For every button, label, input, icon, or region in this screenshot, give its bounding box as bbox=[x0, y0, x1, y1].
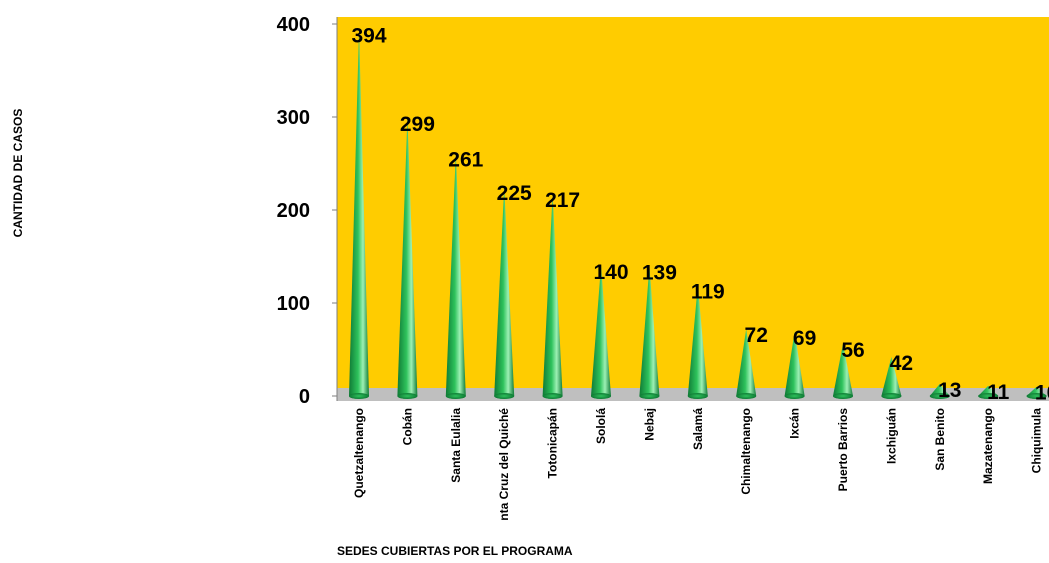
x-tick-label: Sololá bbox=[594, 408, 608, 444]
data-label: 42 bbox=[890, 352, 913, 375]
cone-base bbox=[542, 393, 563, 399]
x-axis: Quetzaltenango Cobán Santa Eulalia nta Cruz… bbox=[352, 408, 1044, 521]
x-tick-label: Chimaltenango bbox=[739, 408, 753, 495]
cone-body bbox=[445, 153, 466, 399]
bar bbox=[1026, 386, 1047, 399]
y-axis-title: CANTIDAD DE CASOS bbox=[11, 109, 25, 238]
cone-body bbox=[736, 329, 757, 399]
data-label: 13 bbox=[938, 379, 961, 402]
cone-body bbox=[397, 117, 418, 400]
data-label: 119 bbox=[691, 280, 725, 303]
data-label: 10 bbox=[1035, 382, 1049, 405]
cone-base bbox=[397, 393, 418, 399]
bars-group: 394 299 261 225 217 140 139 119 72 69 56 42 13 11 10 bbox=[349, 25, 1049, 405]
bar bbox=[494, 186, 515, 399]
cone-base bbox=[881, 393, 902, 399]
cone-base bbox=[833, 393, 853, 399]
cone-body bbox=[784, 331, 805, 399]
x-tick-label: San Benito bbox=[933, 408, 947, 471]
data-label: 11 bbox=[987, 381, 1010, 404]
data-label: 394 bbox=[351, 25, 386, 48]
x-tick-label: Chiquimula bbox=[1030, 408, 1044, 474]
cone-base bbox=[736, 393, 757, 399]
data-label: 217 bbox=[545, 189, 580, 212]
bar bbox=[445, 153, 466, 399]
cone-base bbox=[687, 393, 708, 399]
cone-body bbox=[542, 194, 563, 399]
bar bbox=[397, 117, 418, 400]
x-tick-label: Quetzaltenango bbox=[352, 408, 366, 498]
bar bbox=[639, 266, 660, 399]
y-axis: 0 100 200 300 400 bbox=[277, 14, 337, 408]
x-tick-label: Totonicapán bbox=[546, 408, 560, 478]
data-label: 140 bbox=[593, 261, 628, 284]
data-label: 139 bbox=[642, 262, 677, 285]
cone-base bbox=[639, 393, 660, 399]
bar bbox=[542, 194, 563, 399]
x-tick-label: Santa Eulalia bbox=[449, 408, 463, 483]
bar bbox=[929, 383, 950, 399]
x-tick-label: Cobán bbox=[400, 408, 414, 445]
cone-base bbox=[494, 393, 515, 399]
cone-base bbox=[445, 393, 466, 399]
x-tick-label: Ixcán bbox=[788, 408, 802, 439]
data-label: 299 bbox=[400, 113, 435, 136]
cone-body bbox=[494, 186, 515, 399]
y-tick-label: 400 bbox=[277, 14, 310, 36]
x-tick-label: Nebaj bbox=[642, 408, 656, 441]
bar bbox=[784, 331, 805, 399]
cone-body bbox=[591, 265, 611, 399]
cone-base bbox=[978, 393, 999, 399]
cone-body bbox=[349, 29, 369, 400]
cone-body bbox=[687, 285, 708, 399]
data-label: 56 bbox=[841, 339, 864, 362]
y-tick-label: 0 bbox=[299, 386, 310, 408]
bar bbox=[591, 265, 611, 399]
y-tick-label: 100 bbox=[277, 293, 310, 315]
bar bbox=[881, 356, 902, 399]
cone-body bbox=[833, 343, 853, 399]
x-tick-label: Ixchiguán bbox=[884, 408, 898, 464]
x-tick-label: nta Cruz del Quiché bbox=[497, 408, 511, 521]
cone-base bbox=[349, 393, 369, 399]
y-tick-label: 300 bbox=[277, 107, 310, 129]
y-tick-label: 200 bbox=[277, 200, 310, 222]
data-label: 69 bbox=[793, 327, 816, 350]
data-label: 225 bbox=[497, 182, 532, 205]
x-axis-title: SEDES CUBIERTAS POR EL PROGRAMA bbox=[337, 544, 573, 558]
cone-base bbox=[784, 393, 805, 399]
data-label: 72 bbox=[745, 324, 768, 347]
x-tick-label: Puerto Barrios bbox=[836, 408, 850, 492]
bar bbox=[736, 329, 757, 399]
cone-base bbox=[591, 393, 611, 399]
x-tick-label: Salamá bbox=[691, 408, 705, 450]
bar bbox=[349, 29, 369, 400]
cone-body bbox=[639, 266, 660, 399]
bar bbox=[687, 285, 708, 399]
bar bbox=[978, 385, 999, 399]
cone-body bbox=[881, 356, 902, 399]
data-label: 261 bbox=[448, 148, 483, 171]
cone-base bbox=[1026, 393, 1047, 399]
bar bbox=[833, 343, 853, 399]
x-tick-label: Mazatenango bbox=[981, 408, 995, 484]
cone-base bbox=[929, 393, 950, 399]
